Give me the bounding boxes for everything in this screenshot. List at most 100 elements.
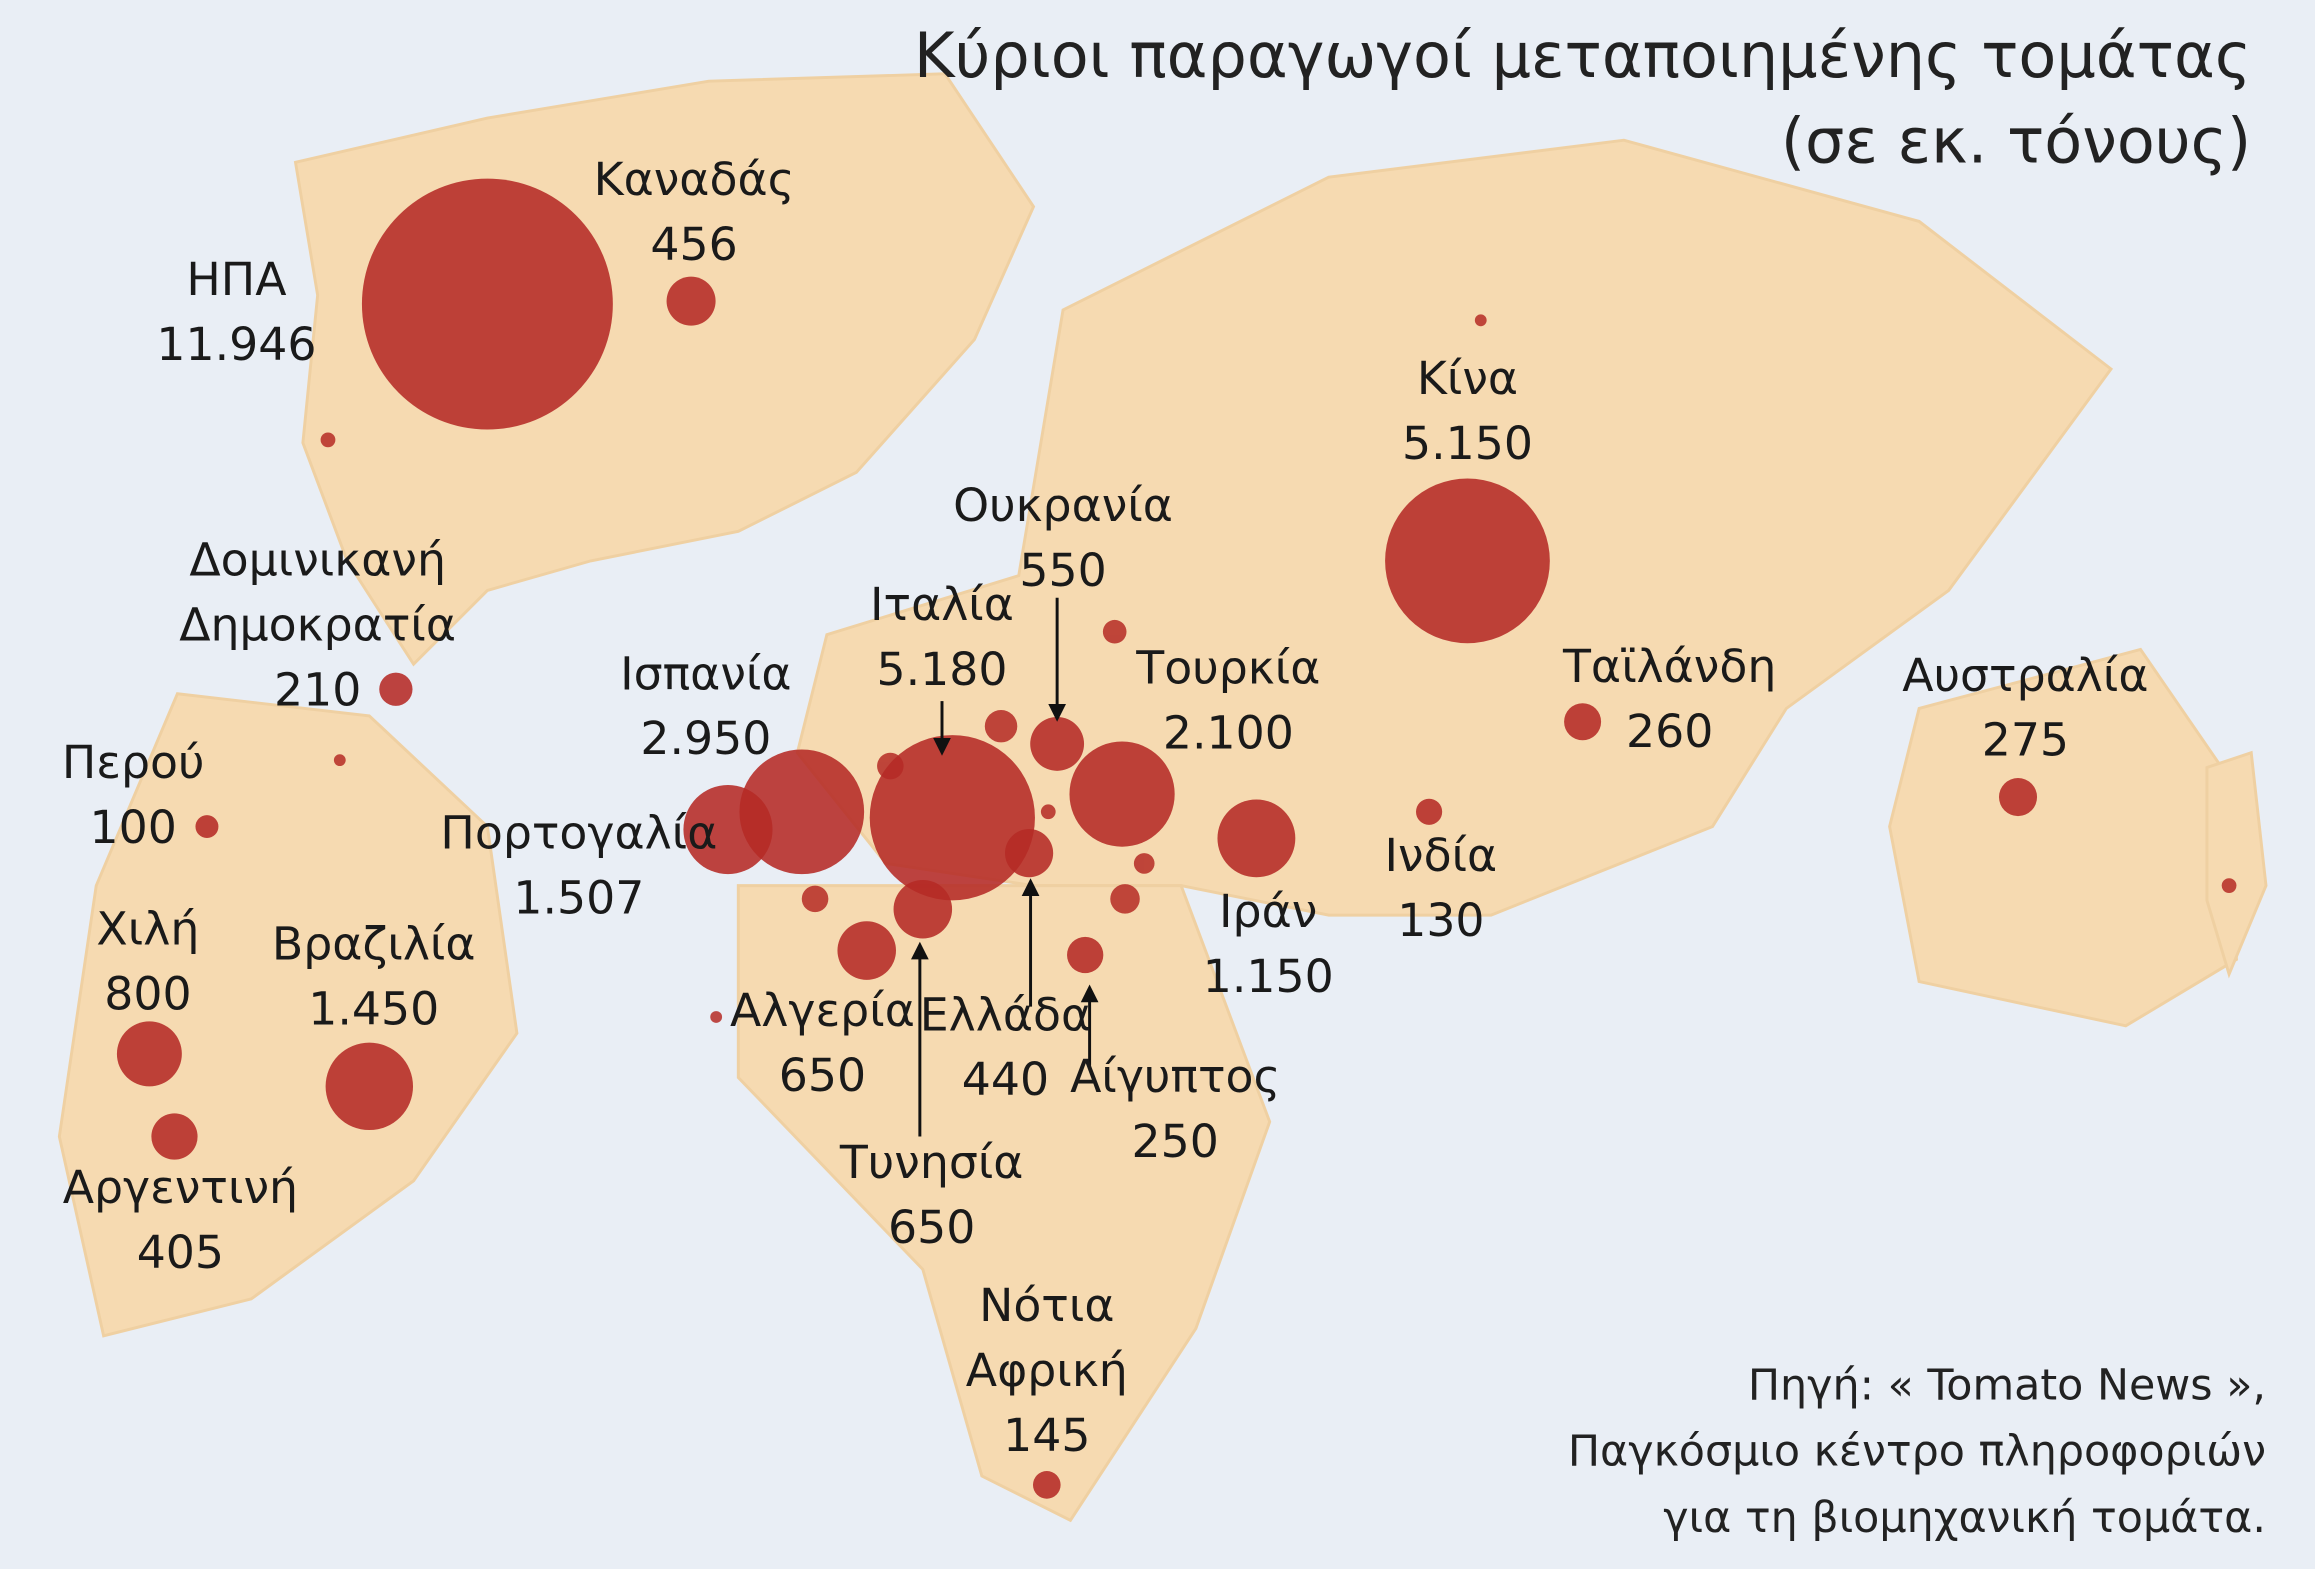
label: ΗΠΑ 11.946 <box>15 248 458 378</box>
country-name: Περού <box>61 736 205 790</box>
label-box: Νότια Αφρική 145 <box>929 1274 1165 1469</box>
title: Κύριοι παραγωγοί μεταποιημένης τομάτας <box>914 19 2251 92</box>
label-box: Αργεντινή 405 <box>0 1156 402 1286</box>
country-name: Καναδάς <box>593 153 795 207</box>
bubble <box>1005 829 1054 878</box>
country-name: Δομινικανή Δημοκρατία <box>179 534 457 653</box>
value-label: 2.950 <box>640 712 772 767</box>
label: Αυστραλία 275 <box>1804 644 2247 774</box>
value-label: 250 <box>1131 1115 1219 1170</box>
label-box: Αίγυπτος 250 <box>954 1045 1397 1175</box>
bubble <box>1032 1471 1061 1499</box>
label: Βραζιλία 1.450 <box>152 912 595 1042</box>
bubble <box>151 1113 198 1160</box>
label-box: Αλγερία 650 <box>601 979 1044 1109</box>
label-box: Πορτογαλία 1.507 <box>358 801 801 931</box>
country-name: Ελλάδα <box>919 988 1092 1043</box>
label-box: Ιράν 1.150 <box>1047 880 1490 1010</box>
bubble <box>666 276 716 326</box>
bubble <box>325 1042 414 1131</box>
bubble <box>893 879 953 939</box>
country-name: Ινδία <box>1384 829 1498 883</box>
bubble <box>1217 799 1296 878</box>
bubble <box>361 178 613 430</box>
label: Καναδάς 456 <box>473 148 916 278</box>
label: Περού 100 <box>0 731 355 861</box>
label: Νότια Αφρική 145 <box>929 1274 1165 1469</box>
value-label: 650 <box>778 1049 867 1103</box>
country-name: Κίνα <box>1416 352 1519 406</box>
label: Αίγυπτος 250 <box>954 1045 1397 1175</box>
label-box: Τυνησία 650 <box>710 1131 1153 1261</box>
label-box: Χιλή 800 <box>0 897 369 1027</box>
country-name: Ταϊλάνδη <box>1562 640 1777 694</box>
value-label: 1.507 <box>513 872 645 926</box>
bubble <box>683 784 773 875</box>
label: Ινδία 130 <box>1384 829 1498 948</box>
country-name: Αυστραλία <box>1902 649 2149 703</box>
value-label: 800 <box>104 968 192 1022</box>
label: Ελλάδα 440 <box>784 983 1227 1113</box>
bubble <box>116 1021 182 1087</box>
bubble <box>869 735 1035 901</box>
country-name: ΗΠΑ <box>186 253 287 308</box>
label: Ιταλία 5.180 <box>721 573 1164 703</box>
bubble <box>1415 798 1443 825</box>
label-box: ΗΠΑ 11.946 <box>15 248 458 378</box>
label-box: Βραζιλία 1.450 <box>152 912 595 1042</box>
bubbles <box>116 178 2038 1499</box>
country-name: Τυνησία <box>839 1136 1024 1190</box>
value-label: 405 <box>136 1226 225 1280</box>
value-label: 100 <box>89 801 177 855</box>
value-label: 440 <box>961 1053 1050 1108</box>
label-box: Τουρκία 2.100 <box>1007 636 1450 766</box>
value-label: 5.180 <box>876 643 1008 697</box>
label: Ουκρανία 550 <box>842 474 1285 604</box>
label: Πορτογαλία 1.507 <box>358 801 801 931</box>
label-box: Ελλάδα 440 <box>784 983 1227 1113</box>
label-box: Αυστραλία 275 <box>1804 644 2247 774</box>
label-box: Καναδάς 456 <box>473 148 916 278</box>
label-box: Ουκρανία 550 <box>842 474 1285 604</box>
bubble <box>379 672 413 706</box>
label-box: Περού 100 <box>0 731 355 861</box>
label: Κίνα 5.150 <box>1402 352 1533 471</box>
value-label: 130 <box>1397 894 1485 948</box>
label: Ισπανία 2.950 <box>484 642 927 772</box>
label: Τουρκία 2.100 <box>1007 636 1450 766</box>
country-name: Ιταλία <box>870 578 1014 632</box>
label: Χιλή 800 <box>0 897 369 1027</box>
country-name: Αλγερία <box>729 984 915 1038</box>
bubble <box>1564 703 1602 741</box>
country-name: Βραζιλία <box>271 918 476 972</box>
label: Αργεντινή 405 <box>0 1156 402 1286</box>
country-name: Ουκρανία <box>953 479 1173 533</box>
labels: ΗΠΑ 11.946 Καναδάς 456 Δομινικανή Δημοκρατία… <box>0 148 2247 1469</box>
country-name: Αίγυπτος <box>1070 1050 1281 1105</box>
land <box>57 72 2268 1523</box>
source-line: για τη βιομηχανική τομάτα. <box>1663 1493 2266 1543</box>
label: Ταϊλάνδη 260 <box>1562 640 1777 759</box>
value-label: 2.100 <box>1162 707 1294 761</box>
bubble <box>1030 716 1085 771</box>
bubble <box>739 749 865 875</box>
bubble <box>1067 936 1104 974</box>
country-name: Πορτογαλία <box>440 807 718 861</box>
country-name: Ιράν <box>1219 885 1318 939</box>
label-box: Ιταλία 5.180 <box>721 573 1164 703</box>
subtitle: (σε εκ. τόνους) <box>1781 104 2251 177</box>
minor-producers <box>320 314 2237 1023</box>
bubble <box>1998 778 2038 817</box>
value-label: 456 <box>650 218 738 272</box>
value-label: 260 <box>1625 705 1714 759</box>
value-label: 1.450 <box>308 983 440 1037</box>
label: Ιράν 1.150 <box>1047 880 1490 1010</box>
country-name: Χιλή <box>96 903 200 957</box>
label-box: Ισπανία 2.950 <box>484 642 927 772</box>
label-box: Δομινικανή Δημοκρατία 210 <box>170 528 465 723</box>
arrows <box>911 597 1099 1137</box>
label: Δομινικανή Δημοκρατία 210 <box>170 528 465 723</box>
country-name: Αργεντινή <box>62 1161 299 1215</box>
